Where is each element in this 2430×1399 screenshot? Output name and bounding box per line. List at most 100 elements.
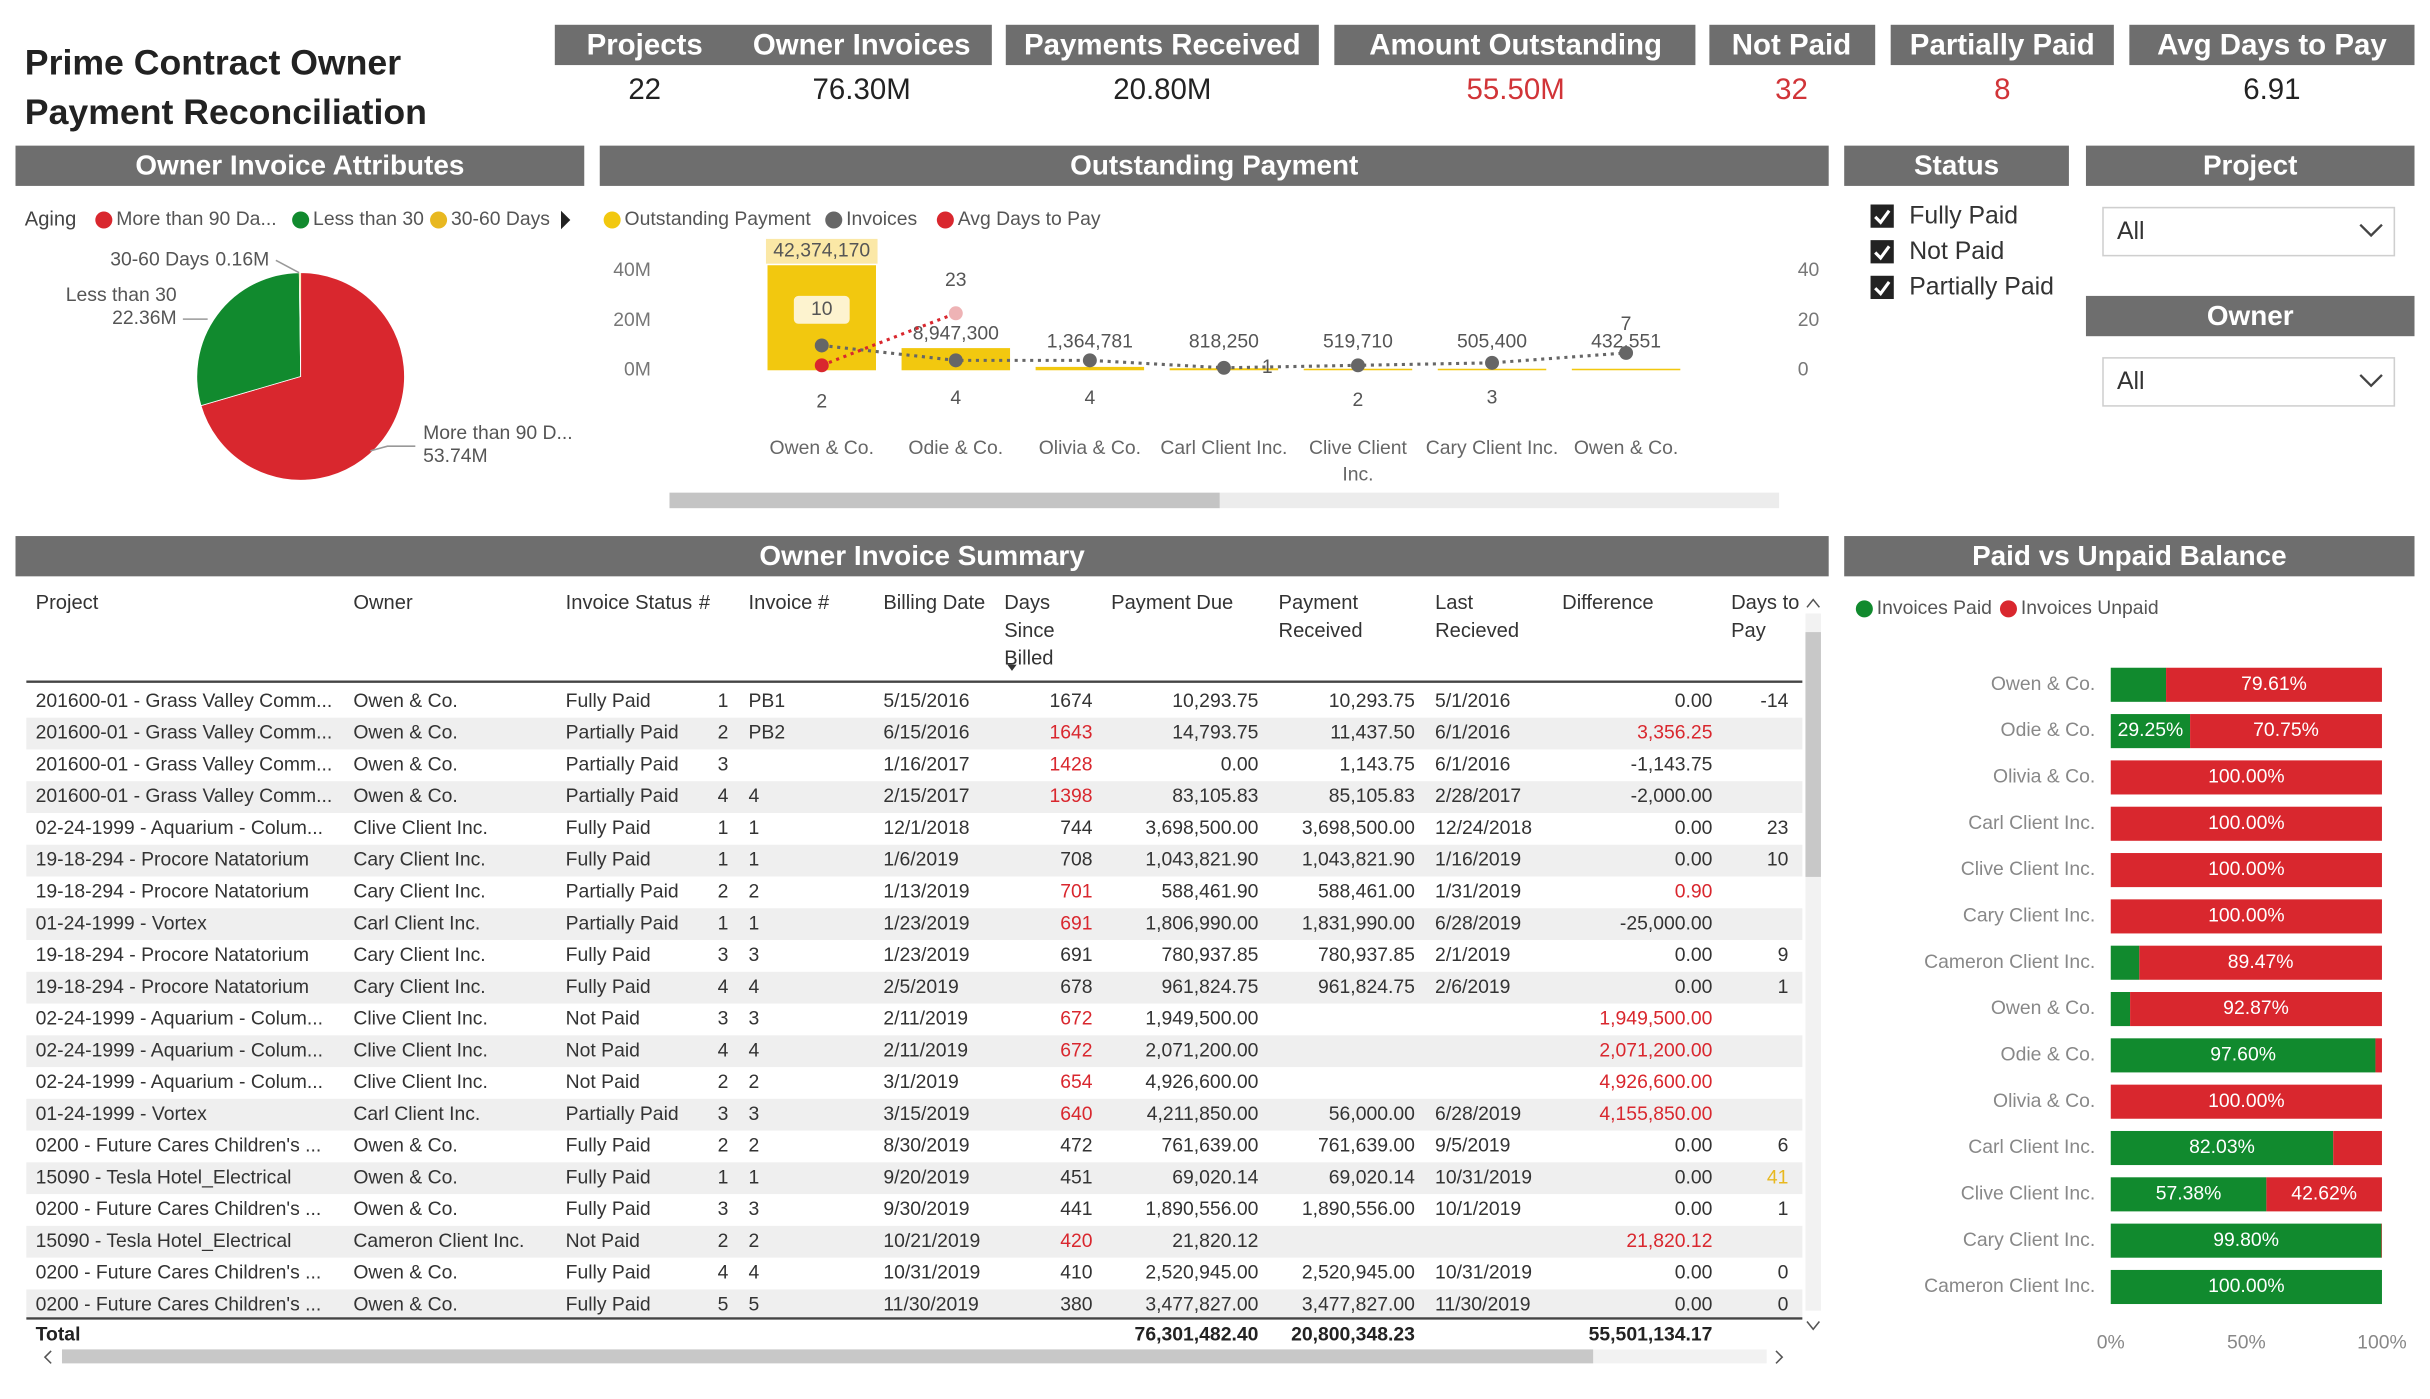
table-cell: Partially Paid [566, 1103, 679, 1125]
table-cell: 0.00 [1675, 817, 1713, 839]
table-cell: 0.00 [1675, 976, 1713, 998]
v-scroll-thumb[interactable] [1805, 632, 1821, 877]
table-cell: Owen & Co. [353, 690, 457, 712]
bar-segment [2110, 1130, 2334, 1166]
x-tick-label: Owen & Co. [1573, 436, 1679, 459]
checkbox[interactable] [1870, 275, 1894, 300]
checkbox[interactable] [1870, 240, 1894, 264]
legend-swatch [292, 211, 310, 229]
table-cell: 5/1/2016 [1435, 690, 1510, 712]
bar-value-label: 100.00% [2208, 905, 2284, 927]
pie-slice [298, 272, 302, 377]
bar-value-label: 70.75% [2253, 719, 2319, 741]
y-tick-label: Olivia & Co. [1993, 1090, 2095, 1112]
table-cell: 1,043,821.90 [1145, 849, 1258, 871]
line-point [814, 358, 829, 373]
table-cell: 0.00 [1675, 1293, 1713, 1315]
label-bg [765, 238, 878, 264]
table-cell: 3 [749, 944, 760, 966]
table-cell: Fully Paid [566, 1293, 651, 1315]
leader-line [275, 259, 300, 274]
legend-more[interactable] [561, 210, 571, 230]
table-cell: -2,000.00 [1631, 785, 1713, 807]
checkbox[interactable] [1870, 204, 1894, 228]
table-cell: 1,890,556.00 [1302, 1198, 1415, 1220]
line-point [948, 353, 963, 368]
table-cell: 01-24-1999 - Vortex [36, 912, 207, 934]
pie-slice [196, 272, 302, 407]
table-cell: 4 [749, 976, 760, 998]
table-cell: 4,211,850.00 [1147, 1103, 1259, 1125]
y-tick-label: Owen & Co. [1991, 997, 2095, 1019]
table-cell: 4 [718, 976, 729, 998]
table-cell: 1 [749, 817, 760, 839]
section-title: Outstanding Payment [1070, 150, 1358, 181]
table-cell: 23 [1767, 817, 1789, 839]
dropdown[interactable] [2102, 357, 2396, 407]
h-scroll-thumb[interactable] [61, 1349, 1594, 1364]
table-cell: 12/1/2018 [883, 817, 969, 839]
table-cell: 19-18-294 - Procore Natatorium [36, 976, 309, 998]
table-cell: 3/15/2019 [883, 1103, 969, 1125]
kpi-header [1709, 24, 1876, 66]
scroll-down[interactable] [1806, 1321, 1821, 1331]
table-cell: 6 [1778, 1135, 1789, 1157]
x-tick-label: Carl Client Inc. [1160, 436, 1288, 459]
bar-value-label: 57.38% [2156, 1182, 2222, 1204]
bar-value-label: 99.80% [2213, 1229, 2279, 1251]
y-tick-label: Owen & Co. [1991, 673, 2095, 695]
table-cell: Cary Client Inc. [353, 880, 485, 902]
table-cell: 9/5/2019 [1435, 1135, 1510, 1157]
bar-segment [2110, 992, 2131, 1027]
scrollbar-thumb[interactable] [669, 492, 1220, 509]
kpi-value: 20.80M [1113, 73, 1211, 106]
table-cell: 2/5/2019 [883, 976, 958, 998]
y-tick-label: Carl Client Inc. [1968, 1136, 2095, 1158]
table-cell: 588,461.90 [1161, 880, 1258, 902]
table-cell: -1,143.75 [1631, 753, 1713, 775]
table-cell: 588,461.00 [1318, 880, 1415, 902]
row-band [26, 1289, 1803, 1317]
line-value-label: 2 [1353, 389, 1364, 411]
kpi-header [1890, 24, 2114, 66]
bar-segment [2190, 714, 2382, 749]
table-cell: 472 [1060, 1135, 1092, 1157]
column-header-box: Days Since Billed [1004, 590, 1055, 670]
table-cell: PB1 [749, 690, 786, 712]
scroll-left[interactable] [43, 1350, 52, 1364]
table-cell: 2 [718, 880, 729, 902]
legend-label: Invoices Unpaid [2021, 597, 2159, 619]
column-header: Days Since Billed [1004, 590, 1055, 670]
table-cell: 1 [718, 849, 729, 871]
bar-value-label: 79.61% [2241, 673, 2307, 695]
table-cell: 1,831,990.00 [1302, 912, 1415, 934]
dropdown[interactable] [2102, 206, 2396, 257]
line-value-label: 3 [1487, 387, 1498, 409]
x-tick-label-box: Cary Client Inc. [1426, 437, 1558, 459]
scroll-right[interactable] [1775, 1350, 1784, 1364]
y-tick-label: Odie & Co. [2001, 1043, 2096, 1065]
table-cell: Not Paid [566, 1008, 640, 1030]
table-cell: 3,698,500.00 [1302, 817, 1415, 839]
bar-value-label: 8,947,300 [913, 322, 999, 344]
table-cell: 5 [718, 1293, 729, 1315]
x-tick-label: Olivia & Co. [1038, 436, 1141, 459]
line-point [948, 306, 963, 321]
table-cell: 3 [718, 944, 729, 966]
table-cell: 2,071,200.00 [1145, 1039, 1258, 1061]
column-header: Payment Due [1111, 590, 1234, 614]
table-cell: 2/15/2017 [883, 785, 969, 807]
table-cell: 2/11/2019 [883, 1008, 968, 1030]
y-tick-label: Cameron Client Inc. [1924, 1275, 2095, 1297]
table-cell: 1,890,556.00 [1145, 1198, 1258, 1220]
table-cell: 654 [1060, 1071, 1093, 1093]
table-cell: 2/11/2019 [883, 1039, 968, 1061]
kpi-label: Amount Outstanding [1369, 28, 1662, 61]
scroll-up[interactable] [1806, 598, 1821, 608]
table-cell: Partially Paid [566, 785, 679, 807]
table-cell: 4,926,600.00 [1599, 1071, 1712, 1093]
table-cell: Cary Client Inc. [353, 976, 485, 998]
checkbox-label: Partially Paid [1909, 274, 2054, 301]
row-band [26, 1225, 1803, 1258]
table-body: 201600-01 - Grass Valley Comm... Owen & C… [26, 690, 1803, 1317]
